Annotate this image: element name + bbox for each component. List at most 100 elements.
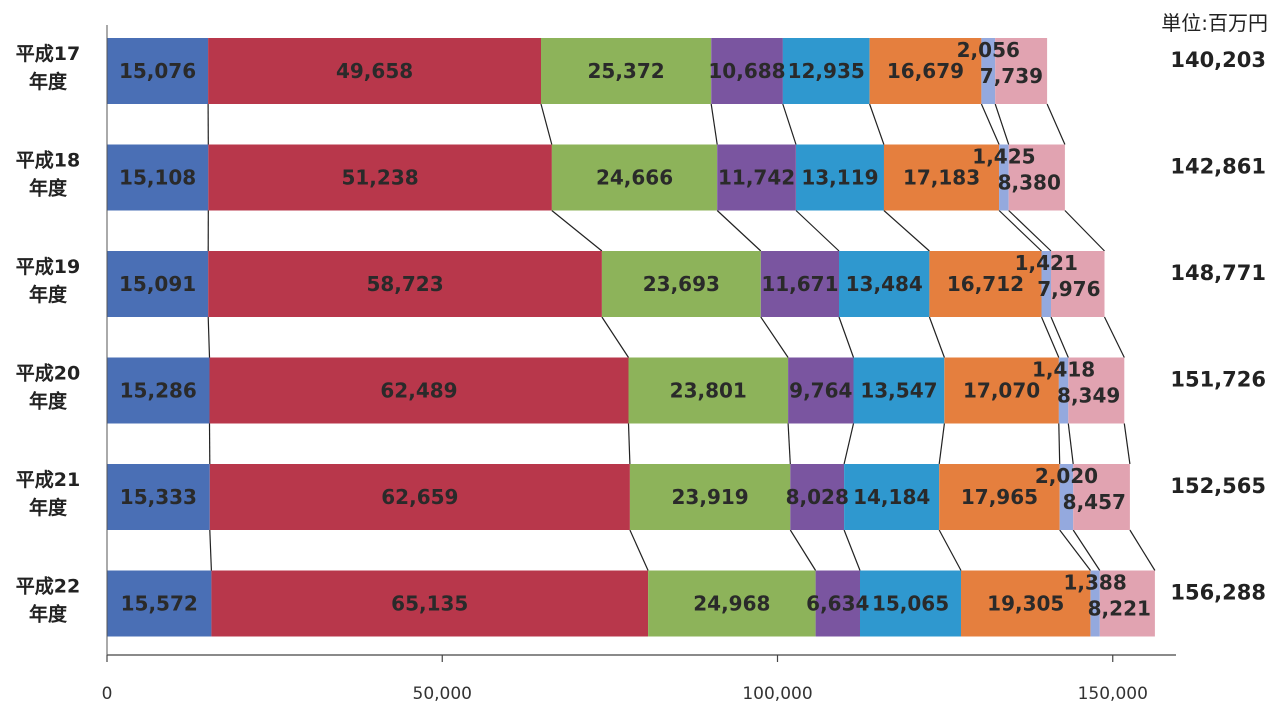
bar-value-label: 11,742: [718, 166, 795, 190]
category-label: 平成20: [16, 362, 80, 385]
bar-segment: [711, 38, 783, 104]
connector-line: [938, 529, 962, 571]
bar-value-label: 1,425: [972, 145, 1035, 169]
bar-segment: [853, 357, 945, 424]
bar-value-label: 15,076: [119, 59, 196, 83]
bar-value-label: 13,484: [846, 272, 923, 296]
category-label: 年度: [29, 496, 68, 519]
connector-line: [1072, 529, 1101, 571]
total-label: 156,288: [1170, 581, 1266, 605]
connector-line: [710, 103, 718, 145]
bar-value-label: 11,671: [761, 272, 838, 296]
bar-value-label: 6,634: [806, 592, 869, 616]
bar-value-label: 7,739: [980, 64, 1043, 88]
bar-value-label: 65,135: [391, 592, 468, 616]
connector-line: [629, 529, 649, 571]
bar-segment: [717, 144, 796, 211]
connector-line: [994, 103, 1010, 145]
category-label: 年度: [29, 283, 68, 306]
bar-value-label: 9,764: [789, 379, 852, 403]
bar-value-label: 8,457: [1063, 490, 1126, 514]
total-label: 142,861: [1170, 155, 1266, 179]
bar-segment: [107, 144, 209, 211]
connector-line: [998, 210, 1042, 252]
bar-segment: [1041, 251, 1051, 317]
bar-value-label: 15,091: [119, 272, 196, 296]
total-label: 140,203: [1170, 48, 1266, 72]
bar-value-label: 13,547: [860, 379, 937, 403]
bar-segments: [107, 38, 1155, 637]
bar-value-label: 51,238: [341, 166, 418, 190]
bar-segment: [107, 464, 210, 530]
category-label: 年度: [29, 70, 68, 93]
connector-line: [1129, 529, 1156, 571]
bar-value-label: 8,028: [786, 485, 849, 509]
bar-value-label: 62,489: [380, 379, 457, 403]
bar-value-label: 12,935: [788, 59, 865, 83]
bar-segment: [760, 251, 840, 317]
total-labels: 140,203 142,861 148,771 151,726 152,565 156,2…: [1170, 48, 1266, 605]
bar-value-label: 14,184: [853, 485, 930, 509]
bar-value-label: 24,666: [596, 166, 673, 190]
bar-value-label: 8,221: [1088, 597, 1151, 621]
series-connector-lines: [207, 103, 1156, 571]
category-label: 年度: [29, 390, 68, 413]
bar-segment: [1058, 357, 1069, 424]
connector-line: [1067, 423, 1074, 465]
bar-segment: [208, 38, 542, 104]
bar-segment: [788, 357, 854, 424]
x-tick-label: 100,000: [742, 684, 812, 704]
bar-segment: [209, 357, 629, 424]
connector-line: [207, 316, 211, 358]
bar-value-label: 19,305: [987, 592, 1064, 616]
bar-segment: [1059, 464, 1074, 530]
connector-line: [843, 423, 855, 465]
bar-segment: [1051, 251, 1105, 317]
bar-segment: [869, 38, 982, 104]
bar-value-label: 62,659: [381, 485, 458, 509]
bar-segment: [995, 38, 1048, 104]
bar-segment: [1073, 464, 1130, 530]
connector-line: [1064, 210, 1105, 252]
connector-line: [1040, 316, 1060, 358]
category-label: 平成22: [16, 575, 80, 598]
bar-segment: [860, 570, 961, 637]
bar-segment: [1008, 144, 1065, 211]
bar-value-label: 2,056: [957, 38, 1020, 62]
bar-value-label: 49,658: [336, 59, 413, 83]
connector-line: [1050, 316, 1069, 358]
bar-value-label: 1,421: [1015, 251, 1078, 275]
bar-segment: [839, 251, 930, 317]
bar-value-label: 17,183: [903, 166, 980, 190]
bar-segment: [551, 144, 718, 211]
connector-line: [787, 423, 791, 465]
bar-value-label: 16,679: [887, 59, 964, 83]
bar-value-label: 17,070: [963, 379, 1040, 403]
x-axis: 0 50,000 100,000 150,000: [102, 25, 1176, 704]
connector-line: [938, 423, 945, 465]
bar-value-label: 23,801: [670, 379, 747, 403]
bar-value-label: 15,108: [119, 166, 196, 190]
bar-segment: [782, 38, 870, 104]
connector-line: [795, 210, 840, 252]
total-label: 152,565: [1170, 474, 1266, 498]
connector-line: [980, 103, 1000, 145]
bar-segment: [211, 570, 649, 637]
bar-value-label: 17,965: [961, 485, 1038, 509]
bar-segment: [648, 570, 816, 637]
category-label: 平成18: [16, 149, 80, 172]
bar-segment: [541, 38, 712, 104]
connector-line: [1103, 316, 1125, 358]
bar-segment: [107, 251, 209, 317]
category-label: 年度: [29, 603, 68, 626]
connector-line: [869, 103, 885, 145]
connector-line: [843, 529, 861, 571]
bar-value-label: 8,349: [1057, 384, 1120, 408]
connector-line: [1123, 423, 1131, 465]
connector-line: [551, 210, 603, 252]
x-tick-label: 0: [102, 684, 113, 704]
bar-segment: [107, 38, 209, 104]
connector-line: [1058, 423, 1061, 465]
